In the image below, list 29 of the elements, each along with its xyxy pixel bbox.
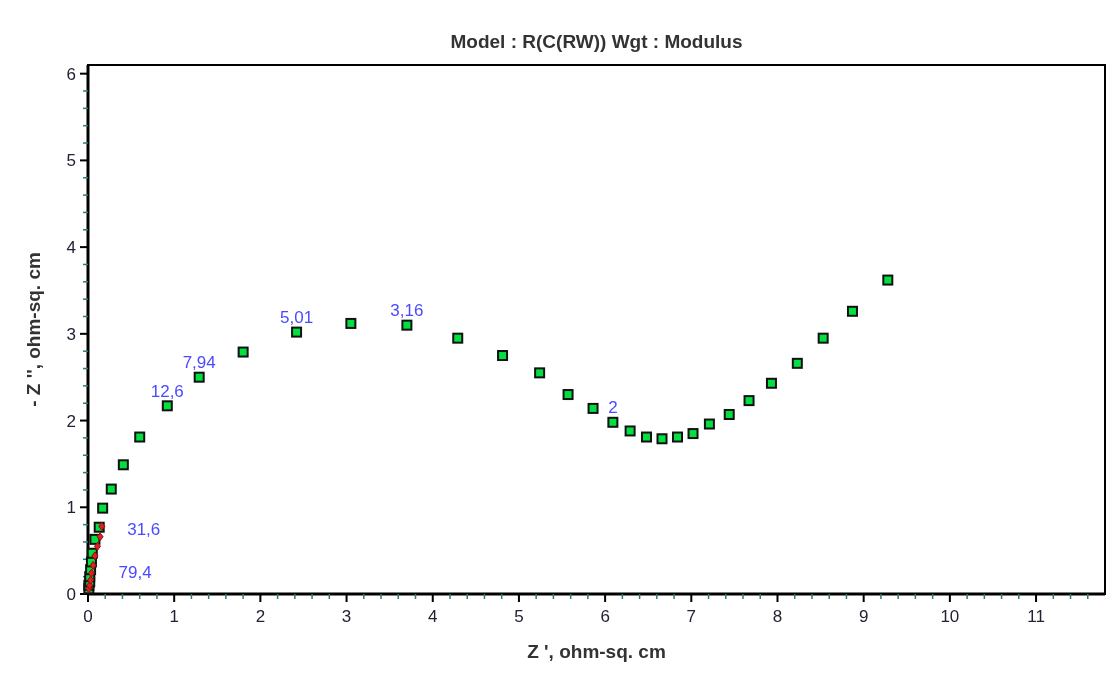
x-tick-label: 9: [858, 607, 869, 626]
annotation: 5,01: [280, 308, 314, 328]
y-tick-label: 3: [66, 324, 76, 344]
annotation: 3,16: [390, 301, 424, 321]
x-tick-label: 6: [600, 607, 610, 626]
y-tick-label: 1: [66, 498, 76, 518]
chart-title: Model : R(C(RW)) Wgt : Modulus: [450, 31, 743, 52]
y-tick-label: 4: [66, 238, 76, 258]
y-tick-label: 0: [66, 585, 76, 604]
annotation: 12,6: [150, 381, 184, 401]
y-tick-label: 5: [66, 151, 76, 171]
x-tick-label: 10: [940, 607, 960, 626]
y-axis-title: - Z '', ohm-sq. cm: [23, 252, 44, 407]
annotation: 2: [608, 398, 618, 418]
x-tick-label: 11: [1027, 607, 1045, 626]
x-tick-label: 0: [83, 607, 93, 626]
annotation: 7,94: [182, 353, 216, 373]
y-tick-label: 2: [66, 411, 76, 431]
annotation: 79,4: [118, 562, 152, 582]
x-tick-label: 1: [169, 607, 179, 626]
x-axis-title: Z ', ohm-sq. cm: [527, 641, 666, 662]
x-tick-label: 4: [428, 607, 438, 626]
x-tick-label: 3: [341, 607, 352, 626]
annotation: 31,6: [127, 520, 161, 540]
x-tick-label: 5: [514, 607, 524, 626]
x-tick-label: 8: [772, 607, 783, 626]
y-tick-label: 6: [66, 64, 76, 84]
x-tick-label: 7: [686, 607, 697, 626]
x-tick-label: 2: [255, 607, 266, 626]
